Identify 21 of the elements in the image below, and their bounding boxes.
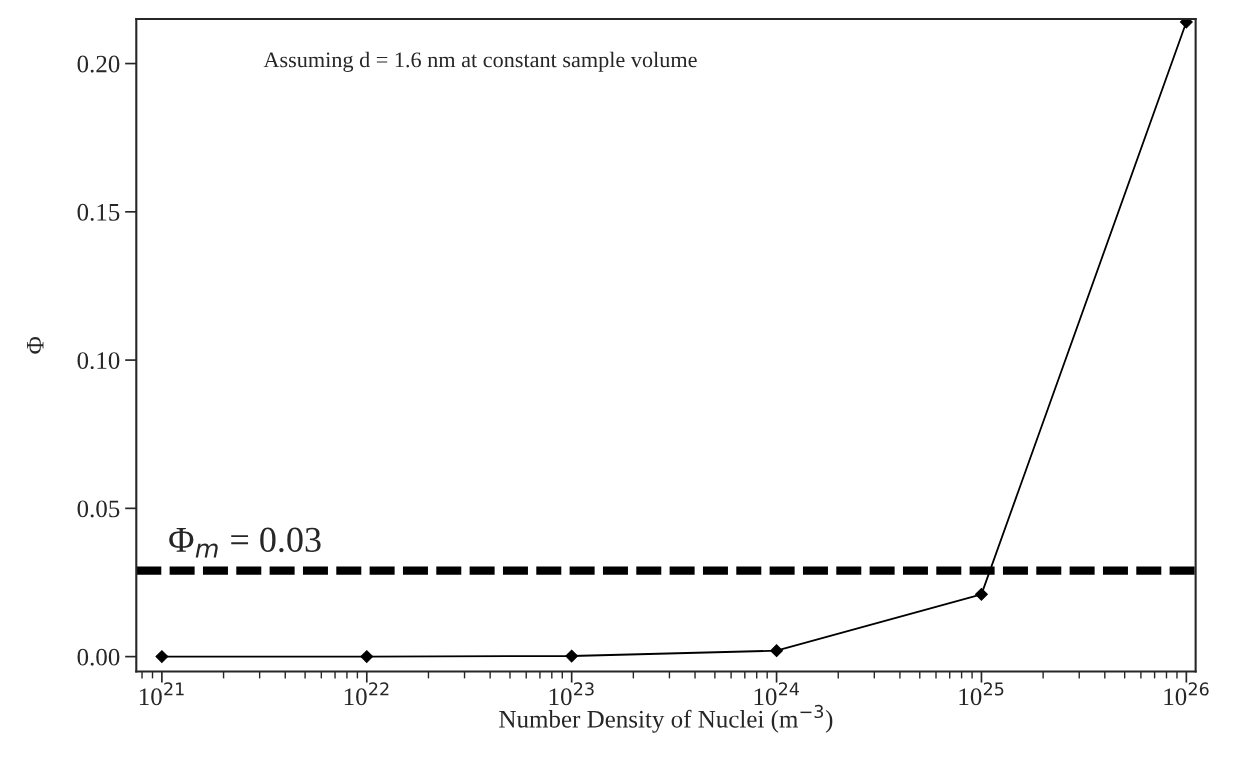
x-tick-label: 10$^{23}$ (549, 682, 594, 706)
y-tick-label: 0.10 (77, 352, 120, 370)
x-axis-title: Number Density of Nuclei (m$^{−3}$) (499, 704, 833, 733)
x-tick-label: 10$^{22}$ (344, 682, 389, 706)
x-tick-label: 10$^{21}$ (139, 682, 184, 706)
annotation: Assuming d = 1.6 nm at constant sample volume (263, 51, 697, 72)
y-axis-title: Φ (27, 336, 44, 354)
y-tick-label: 0.00 (77, 648, 120, 666)
y-tick-label: 0.20 (77, 55, 120, 73)
x-tick-label: 10$^{26}$ (1164, 682, 1209, 706)
x-tick-label: 10$^{24}$ (754, 682, 799, 706)
x-tick-label: 10$^{25}$ (959, 682, 1004, 706)
point (975, 587, 988, 601)
point (360, 650, 374, 664)
y-tick-label: 0.15 (77, 203, 120, 221)
point (1179, 19, 1193, 29)
ref-line-label: Φ$_{m}$ = 0.03 (169, 527, 321, 558)
y-tick-label: 0.05 (77, 500, 120, 518)
point (770, 644, 783, 658)
point (155, 650, 169, 664)
point (565, 649, 579, 663)
